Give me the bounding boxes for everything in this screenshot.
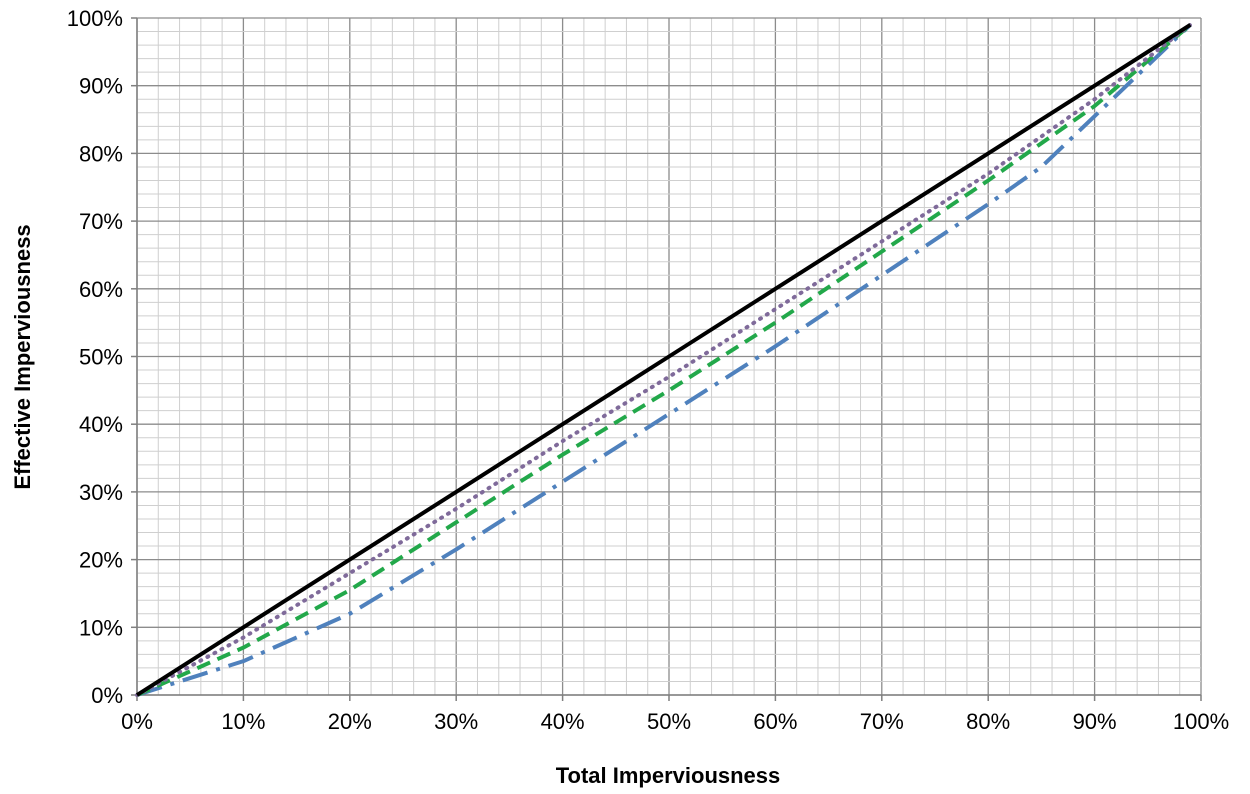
series-line-solid	[135, 23, 1192, 697]
x-tick-label: 70%	[860, 709, 904, 734]
x-tick-label: 20%	[328, 709, 372, 734]
y-tick-label: 90%	[79, 74, 123, 99]
y-tick-label: 70%	[79, 209, 123, 234]
x-tick-label: 50%	[647, 709, 691, 734]
x-tick-label: 80%	[966, 709, 1010, 734]
x-axis-title: Total Imperviousness	[556, 763, 781, 788]
y-tick-label: 30%	[79, 480, 123, 505]
y-tick-label: 50%	[79, 345, 123, 370]
series-line-dashdot	[136, 23, 1192, 697]
series-group	[135, 22, 1193, 697]
y-tick-label: 10%	[79, 615, 123, 640]
x-tick-label: 100%	[1173, 709, 1229, 734]
x-tick-label: 90%	[1073, 709, 1117, 734]
x-tick-label: 0%	[121, 709, 153, 734]
y-tick-label: 0%	[91, 683, 123, 708]
x-tick-label: 30%	[434, 709, 478, 734]
series-line-dotted	[135, 22, 1193, 697]
x-tick-label: 60%	[753, 709, 797, 734]
axes	[131, 17, 1202, 701]
x-tick-label: 40%	[541, 709, 585, 734]
y-tick-label: 40%	[79, 412, 123, 437]
grid	[136, 17, 1202, 696]
y-tick-label: 100%	[67, 6, 123, 31]
series-line-dashed	[136, 23, 1192, 697]
y-tick-label: 60%	[79, 277, 123, 302]
y-axis-title: Effective Imperviousness	[10, 224, 35, 489]
y-tick-label: 20%	[79, 548, 123, 573]
y-tick-label: 80%	[79, 141, 123, 166]
tick-labels: 0% 10% 20% 30% 40% 50% 60% 70% 80% 90% 100% 0% 10% 20…	[67, 6, 1229, 734]
x-tick-label: 10%	[221, 709, 265, 734]
